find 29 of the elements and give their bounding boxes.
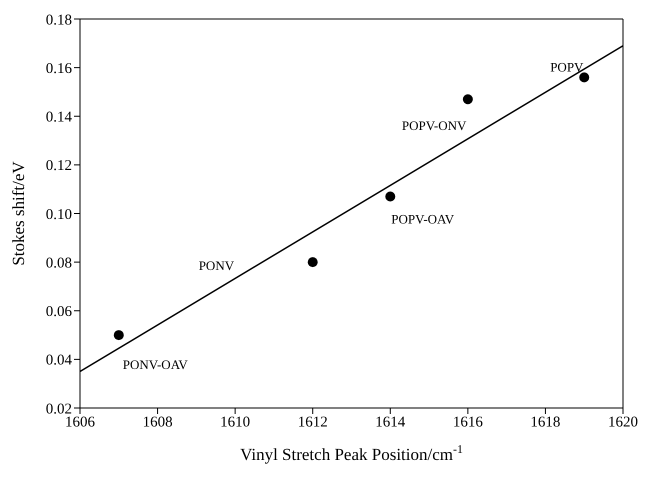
annotation: POPV-ONV [402,118,468,134]
y-tick-label: 0.18 [46,12,72,28]
annotation: POPV-OAV [391,211,455,226]
y-tick-label: 0.16 [46,60,72,77]
y-tick-label: 0.10 [46,206,72,223]
y-tick-label: 0.14 [46,110,72,126]
x-tick-label: 1608 [142,414,173,431]
x-tick-label: 1606 [65,414,96,431]
point [114,330,124,340]
y-tick-label: 0.04 [46,352,72,369]
x-axis-title: Vinyl Stretch Peak Position/cm$^{-1}$ [240,442,463,464]
x-tick-label: 1610 [220,414,250,431]
y-axis-title: Stokes shift/eV [9,160,28,266]
point [462,94,473,104]
x-tick-label: 1612 [298,414,328,431]
point [579,72,590,82]
x-tick-label: 1620 [608,414,638,431]
point [385,191,396,202]
annotation: POPV [550,59,584,74]
y-tick-label: 0.06 [46,304,72,320]
y-tick-label: 0.12 [46,158,72,174]
x-tick-label: 1614 [375,414,406,431]
x-tick-label: 1618 [530,414,560,431]
annotation: PONV [198,258,235,274]
y-tick-label: 0.02 [46,401,72,418]
y-tick-label: 0.08 [46,255,72,272]
point [308,257,318,268]
x-tick-label: 1616 [452,414,484,431]
annotation: PONV-OAV [122,357,188,372]
